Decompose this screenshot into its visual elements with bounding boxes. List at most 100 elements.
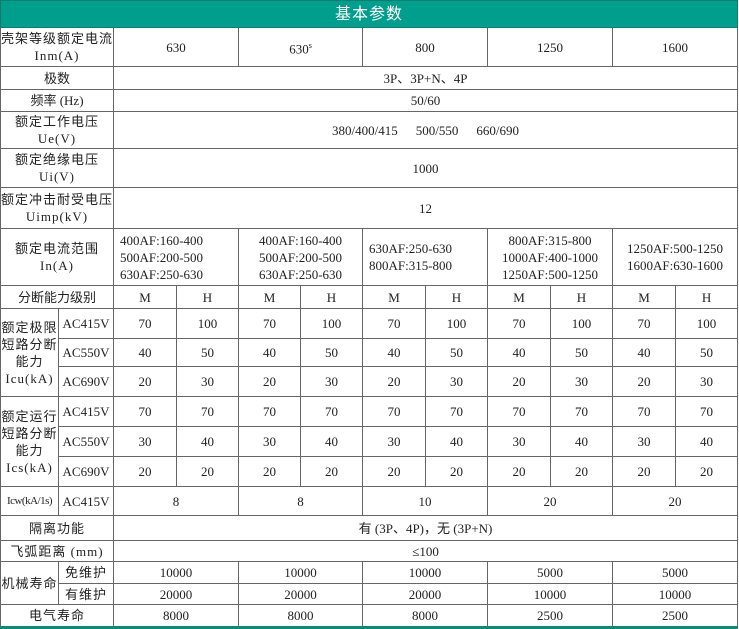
cell: 1250	[487, 27, 613, 67]
row-poles: 极数 3P、3P+N、4P	[0, 66, 739, 90]
row-frame-current: 壳架等级额定电流 Inm(A) 630 630s 800 1250 1600	[0, 27, 739, 67]
cell: 50	[550, 338, 613, 367]
level-cell: H	[550, 285, 613, 309]
cell: 50/60	[112, 89, 739, 112]
cell: 10	[362, 486, 488, 516]
cell: 50	[425, 338, 488, 367]
voltage-label: AC415V	[58, 486, 114, 516]
cell: 30	[487, 426, 551, 457]
row-ui: 额定绝缘电压 Ui(V) 1000	[0, 148, 739, 188]
cell: 20000	[113, 583, 239, 605]
cell: ≤100	[112, 540, 739, 562]
cell: 20	[362, 456, 426, 487]
row-icu: AC690V 20 30 20 30 20 30 20 30 20 30	[1, 366, 739, 397]
row-ue: 额定工作电压 Ue(V) 380/400/415 500/550 660/690	[0, 111, 739, 149]
cell: 40	[612, 338, 676, 367]
cell: 30	[612, 426, 676, 457]
group-label: 机械寿命	[0, 561, 59, 605]
cell: 20	[238, 456, 301, 487]
cell: 20	[550, 456, 613, 487]
cell: 30	[300, 366, 363, 397]
cell: 70	[176, 396, 239, 427]
cell: 70	[674, 396, 739, 427]
cell: 有 (3P、4P)，无 (3P+N)	[112, 515, 739, 541]
cell: 5000	[611, 561, 739, 584]
cell: 20	[176, 456, 239, 487]
cell: 800	[362, 27, 488, 67]
cell: 630	[113, 27, 239, 67]
cell: 70	[487, 308, 551, 339]
cell: 20	[113, 456, 177, 487]
cell: 1600	[611, 27, 739, 67]
row-label: 飞弧距离 (mm)	[0, 540, 114, 562]
cell: 12	[112, 187, 739, 229]
level-cell: H	[425, 285, 488, 309]
level-cell: H	[300, 285, 363, 309]
level-cell: M	[362, 285, 426, 309]
row-mechanical-life: 有维护 20000 20000 20000 10000 10000	[1, 583, 739, 605]
row-mechanical-life: 机械寿命 免维护 10000 10000 10000 5000 5000	[0, 561, 739, 605]
cell: 8	[238, 486, 363, 516]
cell: 380/400/415 500/550 660/690	[112, 111, 739, 149]
cell: 2500	[611, 604, 739, 628]
voltage-label: AC550V	[58, 338, 114, 367]
cell: 40	[300, 426, 363, 457]
cell: 20	[362, 366, 426, 397]
cell: 30	[113, 426, 177, 457]
cell: 30	[362, 426, 426, 457]
level-cell: M	[612, 285, 676, 309]
cell: 100	[674, 308, 739, 339]
cell: 40	[176, 426, 239, 457]
row-ics: AC550V 30 40 30 40 30 40 30 40 30 40	[1, 426, 739, 457]
row-arc-distance: 飞弧距离 (mm) ≤100	[0, 540, 739, 562]
row-label: 隔离功能	[0, 515, 114, 541]
cell: 70	[550, 396, 613, 427]
cell: 70	[362, 396, 426, 427]
row-ics: 额定运行短路分断能力 Ics(kA) AC415V 70 70 70 70 70 70 70 70…	[0, 396, 739, 487]
cell: 20	[612, 366, 676, 397]
cell: 1000	[112, 148, 739, 188]
row-label: 电气寿命	[0, 604, 114, 628]
cell: 70	[113, 396, 177, 427]
cell: 30	[425, 366, 488, 397]
level-cell: M	[487, 285, 551, 309]
cell: 10000	[487, 583, 613, 605]
cell: 20	[487, 456, 551, 487]
row-label: 分断能力级别	[0, 285, 114, 309]
row-label: 极数	[0, 66, 114, 90]
row-label: 额定冲击耐受电压 Uimp(kV)	[0, 187, 114, 229]
range-cell: 400AF:160-400 500AF:200-500 630AF:250-630	[113, 228, 239, 286]
table-title: 基本参数	[0, 0, 739, 28]
row-ics: AC690V 20 20 20 20 20 20 20 20 20 20	[1, 456, 739, 487]
cell: 50	[176, 338, 239, 367]
voltage-label: AC550V	[58, 426, 114, 457]
row-label: 额定工作电压 Ue(V)	[0, 111, 114, 149]
cell: 40	[425, 426, 488, 457]
cell: 10000	[238, 561, 363, 584]
cell: 2500	[487, 604, 613, 628]
cell: 70	[238, 308, 301, 339]
cell: 100	[425, 308, 488, 339]
cell: 20	[487, 366, 551, 397]
superscript: s	[308, 40, 312, 50]
cell: 70	[362, 308, 426, 339]
voltage-label: AC690V	[58, 456, 114, 487]
row-electrical-life: 电气寿命 8000 8000 8000 2500 2500	[0, 604, 739, 628]
row-icu: 额定极限短路分断能力 Icu(kA) AC415V 70 100 70 100 70 100 7…	[0, 308, 739, 397]
row-label: 额定电流范围 In(A)	[0, 228, 114, 286]
cell: 10000	[113, 561, 239, 584]
row-label: Icw(kA/1s)	[0, 486, 59, 516]
cell: 70	[425, 396, 488, 427]
cell: 3P、3P+N、4P	[112, 66, 739, 90]
cell: 40	[550, 426, 613, 457]
cell-value: 660/690	[476, 122, 519, 138]
voltage-label: AC415V	[58, 396, 114, 427]
cell: 40	[362, 338, 426, 367]
cell: 70	[612, 308, 676, 339]
cell: 20	[113, 366, 177, 397]
cell: 40	[238, 338, 301, 367]
range-cell: 1250AF:500-1250 1600AF:630-1600	[611, 228, 739, 286]
row-isolation: 隔离功能有 (3P、4P)，无 (3P+N)	[0, 515, 739, 541]
cell: 20	[611, 486, 739, 516]
